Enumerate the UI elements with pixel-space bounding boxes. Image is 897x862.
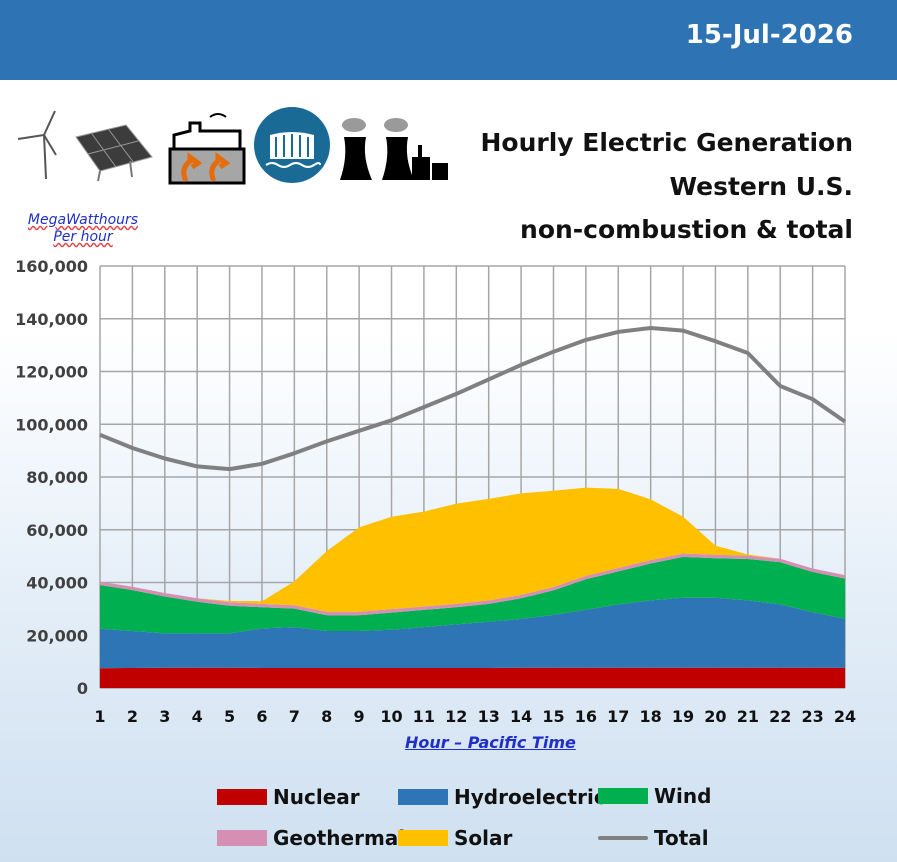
geothermal-plant-icon — [168, 113, 246, 185]
x-tick-label: 2 — [127, 707, 138, 726]
x-tick-label: 11 — [413, 707, 435, 726]
x-tick-label: 24 — [834, 707, 856, 726]
area-geothermal — [100, 553, 845, 616]
x-tick-label: 9 — [354, 707, 365, 726]
chart-title-line-1: Hourly Electric Generation — [480, 128, 853, 157]
legend-swatch-nuclear — [217, 789, 267, 805]
x-tick-label: 23 — [801, 707, 823, 726]
wind-turbine-icon — [17, 110, 57, 180]
x-tick-label: 12 — [445, 707, 467, 726]
x-tick-label: 5 — [224, 707, 235, 726]
y-axis-label: MegaWatthours Per hour — [27, 212, 139, 245]
legend-wind: Wind — [598, 781, 711, 811]
tick-labels: 0 20,000 40,000 60,000 80,000 100,000 120,000 1… — [15, 257, 856, 726]
x-tick-label: 16 — [575, 707, 597, 726]
y-tick-label: 100,000 — [15, 415, 88, 434]
legend-solar: Solar — [398, 823, 512, 853]
y-tick-label: 140,000 — [15, 310, 88, 329]
area-wind — [100, 556, 845, 634]
x-tick-label: 10 — [380, 707, 402, 726]
x-tick-label: 13 — [478, 707, 500, 726]
legend-swatch-solar — [398, 830, 448, 846]
legend-swatch-geothermal — [217, 830, 267, 846]
hydro-dam-icon — [254, 107, 330, 183]
x-tick-label: 22 — [769, 707, 791, 726]
legend-nuclear: Nuclear — [217, 782, 360, 812]
energy-icons — [17, 107, 448, 185]
legend-label-nuclear: Nuclear — [273, 785, 360, 809]
header-bar: 15-Jul-2026 — [0, 0, 897, 80]
legend-swatch-wind — [598, 788, 648, 804]
solar-panel-icon — [75, 124, 153, 182]
nuclear-plant-icon — [340, 118, 448, 180]
x-tick-label: 20 — [704, 707, 726, 726]
y-tick-label: 80,000 — [26, 468, 88, 487]
chart-title-line-3: non-combustion & total — [520, 215, 853, 244]
y-tick-label: 60,000 — [26, 521, 88, 540]
y-tick-label: 40,000 — [26, 574, 88, 593]
legend-geothermal: Geothermal — [217, 823, 405, 853]
y-tick-label: 120,000 — [15, 363, 88, 382]
total-line-series — [99, 326, 847, 472]
y-tick-label: 0 — [77, 679, 88, 698]
area-hydro — [100, 597, 845, 669]
legend-label-hydroelectric: Hydroelectric — [454, 785, 606, 809]
x-tick-label: 18 — [640, 707, 662, 726]
legend-label-solar: Solar — [454, 826, 513, 850]
area-solar — [100, 487, 845, 612]
header-date: 15-Jul-2026 — [685, 20, 853, 50]
legend-label-geothermal: Geothermal — [273, 826, 406, 850]
x-tick-label: 21 — [737, 707, 759, 726]
y-tick-label: 160,000 — [15, 257, 88, 276]
x-tick-label: 3 — [159, 707, 170, 726]
generation-chart: 0 20,000 40,000 60,000 80,000 100,000 120,000 1… — [15, 257, 856, 726]
x-tick-label: 14 — [510, 707, 532, 726]
y-tick-label: 20,000 — [26, 626, 88, 645]
legend-total: Total — [598, 823, 709, 853]
line-total — [99, 326, 847, 472]
x-tick-label: 1 — [94, 707, 105, 726]
legend-swatch-total — [598, 836, 648, 840]
legend-label-wind: Wind — [654, 784, 712, 808]
x-axis-label: Hour – Pacific Time — [405, 733, 576, 752]
legend-swatch-hydroelectric — [398, 789, 448, 805]
area-series — [100, 487, 845, 688]
x-tick-label: 6 — [256, 707, 267, 726]
x-tick-label: 4 — [192, 707, 203, 726]
x-tick-label: 8 — [321, 707, 332, 726]
chart-title-line-2: Western U.S. — [669, 172, 853, 201]
x-tick-label: 15 — [542, 707, 564, 726]
x-tick-label: 17 — [607, 707, 629, 726]
x-tick-label: 7 — [289, 707, 300, 726]
legend-label-total: Total — [654, 826, 709, 850]
legend-hydroelectric: Hydroelectric — [398, 782, 606, 812]
x-tick-label: 19 — [672, 707, 694, 726]
area-nuclear — [100, 667, 845, 688]
